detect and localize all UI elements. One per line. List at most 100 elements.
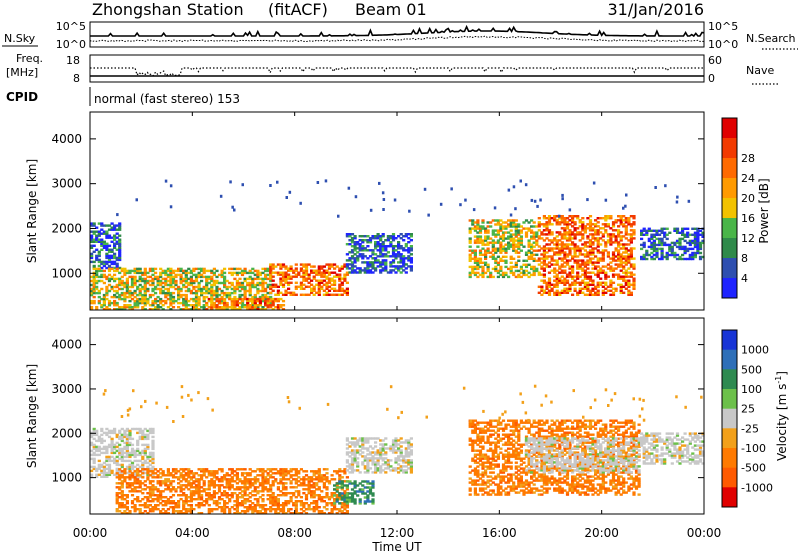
velocity-cell bbox=[361, 437, 365, 440]
velocity-cell bbox=[235, 498, 239, 501]
power-cell bbox=[151, 304, 155, 307]
power-cell bbox=[619, 259, 623, 262]
power-cell bbox=[356, 243, 360, 246]
power-cell bbox=[269, 297, 273, 301]
velocity-cell bbox=[159, 494, 163, 497]
velocity-cell bbox=[138, 453, 142, 457]
velocity-cell bbox=[151, 427, 155, 431]
power-cell bbox=[581, 263, 585, 266]
power-cell bbox=[248, 306, 252, 309]
power-cell bbox=[484, 271, 488, 275]
velocity-cell bbox=[246, 480, 250, 483]
velocity-cell bbox=[212, 470, 216, 473]
power-cell bbox=[588, 261, 593, 264]
power-cell bbox=[473, 259, 477, 262]
velocity-cell bbox=[177, 500, 181, 503]
power-cell bbox=[345, 259, 349, 262]
velocity-cell bbox=[187, 476, 191, 479]
power-cell bbox=[230, 287, 234, 291]
velocity-cell bbox=[212, 474, 216, 477]
velocity-cell bbox=[120, 504, 124, 507]
power-cell bbox=[220, 299, 224, 303]
velocity-cell bbox=[243, 502, 247, 505]
power-cell bbox=[279, 265, 283, 268]
velocity-cell bbox=[202, 474, 206, 477]
velocity-cell bbox=[143, 510, 147, 513]
power-cell bbox=[374, 243, 378, 246]
velocity-cell bbox=[376, 437, 380, 440]
power-cell bbox=[696, 241, 700, 245]
velocity-cell bbox=[379, 457, 383, 460]
power-cell bbox=[606, 285, 610, 288]
power-cell bbox=[179, 287, 183, 291]
power-cell bbox=[512, 241, 516, 244]
velocity-cell bbox=[376, 457, 380, 460]
power-cell bbox=[228, 281, 232, 285]
velocity-cell bbox=[381, 443, 385, 446]
power-cell bbox=[578, 287, 582, 290]
velocity-cell bbox=[202, 468, 206, 471]
power-cell bbox=[92, 222, 96, 225]
power-cell bbox=[686, 257, 690, 261]
power-cell bbox=[604, 275, 608, 278]
velocity-cell bbox=[297, 476, 301, 479]
velocity-cell bbox=[315, 472, 319, 475]
power-cell bbox=[517, 243, 521, 246]
power-cell bbox=[537, 291, 541, 294]
power-cell bbox=[619, 239, 623, 242]
power-cell bbox=[619, 247, 623, 250]
velocity-cell bbox=[366, 498, 370, 501]
velocity-cell bbox=[143, 459, 147, 463]
velocity-cell bbox=[210, 482, 214, 485]
power-cell bbox=[547, 271, 552, 274]
velocity-cell bbox=[350, 457, 355, 460]
power-cell bbox=[177, 293, 181, 297]
power-cell bbox=[645, 229, 649, 232]
power-cell bbox=[478, 249, 483, 252]
power-cell bbox=[591, 289, 595, 292]
velocity-cell bbox=[345, 459, 349, 462]
velocity-cell bbox=[184, 478, 188, 481]
velocity-cell bbox=[289, 482, 293, 485]
power-cell bbox=[588, 257, 593, 260]
velocity-cell bbox=[307, 490, 311, 493]
power-cell bbox=[177, 289, 181, 293]
power-cell bbox=[568, 285, 572, 288]
velocity-cell bbox=[297, 492, 301, 495]
power-cell bbox=[379, 237, 383, 240]
power-cell bbox=[476, 227, 480, 230]
power-cell bbox=[274, 265, 278, 268]
power-cell bbox=[343, 289, 347, 292]
power-cell bbox=[394, 245, 398, 248]
power-cell bbox=[215, 279, 219, 283]
power-cell bbox=[294, 267, 298, 270]
velocity-cell bbox=[174, 502, 178, 505]
velocity-cell bbox=[294, 512, 298, 515]
power-cell bbox=[512, 185, 516, 189]
power-cell bbox=[264, 267, 268, 271]
power-cell bbox=[596, 281, 600, 284]
velocity-cell bbox=[189, 496, 193, 499]
power-cell bbox=[484, 243, 488, 246]
velocity-cell bbox=[297, 480, 301, 483]
velocity-cell bbox=[210, 470, 214, 473]
power-cell bbox=[287, 269, 291, 272]
power-cell bbox=[560, 217, 564, 220]
power-cell bbox=[609, 281, 613, 284]
power-cell bbox=[581, 235, 585, 238]
power-cell bbox=[622, 223, 626, 226]
power-cell bbox=[547, 255, 552, 258]
power-cell bbox=[115, 236, 119, 239]
velocity-cell bbox=[271, 472, 275, 475]
velocity-cell bbox=[123, 512, 127, 515]
velocity-cell bbox=[366, 437, 370, 440]
power-cell bbox=[107, 250, 112, 253]
power-cell bbox=[233, 267, 237, 271]
power-cell bbox=[530, 265, 534, 269]
velocity-cell bbox=[161, 474, 165, 477]
power-cell bbox=[220, 281, 224, 285]
power-cell bbox=[509, 255, 513, 258]
power-cell bbox=[100, 262, 104, 266]
velocity-cell bbox=[95, 439, 99, 443]
velocity-cell bbox=[125, 429, 129, 433]
